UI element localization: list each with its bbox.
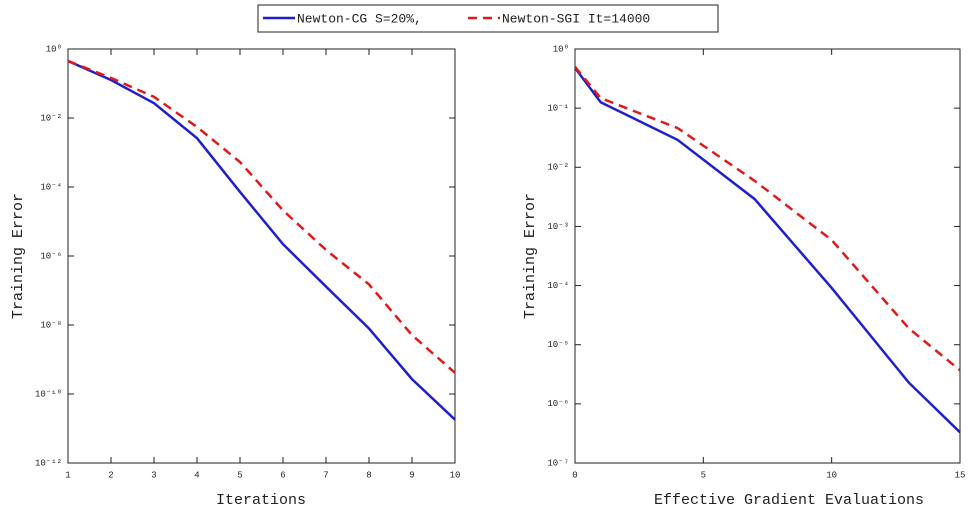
x-tick-label: 15 bbox=[955, 470, 966, 480]
x-tick-label: 5 bbox=[701, 470, 706, 480]
plot-frame bbox=[67, 48, 456, 464]
y-tick-label: 10⁻¹² bbox=[35, 458, 62, 468]
x-tick-label: 6 bbox=[280, 470, 285, 480]
series-line bbox=[67, 59, 456, 374]
x-tick-label: 0 bbox=[572, 470, 577, 480]
legend-label: Newton-CG S=20%, bbox=[297, 11, 422, 26]
y-tick-label: 10⁻⁵ bbox=[547, 340, 569, 350]
y-tick-label: 10⁻⁸ bbox=[40, 320, 62, 330]
plot-frame bbox=[574, 48, 961, 464]
legend-label: Newton-SGI It=14000 bbox=[502, 11, 650, 26]
series-line bbox=[67, 59, 456, 421]
y-tick-label: 10⁻² bbox=[40, 113, 62, 123]
x-tick-label: 10 bbox=[450, 470, 461, 480]
y-tick-label: 10⁻⁴ bbox=[547, 280, 569, 291]
y-tick-label: 10⁻⁶ bbox=[547, 399, 569, 409]
y-tick-label: 10⁰ bbox=[553, 44, 569, 54]
x-axis-label: Effective Gradient Evaluations bbox=[654, 492, 924, 509]
y-tick-label: 10⁻⁴ bbox=[40, 181, 62, 192]
y-tick-label: 10⁰ bbox=[46, 44, 62, 54]
y-tick-label: 10⁻¹⁰ bbox=[35, 389, 62, 399]
x-axis-label: Iterations bbox=[216, 492, 306, 509]
y-tick-label: 10⁻⁶ bbox=[40, 251, 62, 261]
x-tick-label: 1 bbox=[65, 470, 70, 480]
series-line bbox=[574, 66, 961, 372]
y-tick-label: 10⁻² bbox=[547, 163, 569, 173]
x-tick-label: 5 bbox=[237, 470, 242, 480]
x-tick-label: 4 bbox=[194, 470, 199, 480]
y-tick-label: 10⁻⁷ bbox=[547, 458, 569, 468]
x-tick-label: 8 bbox=[366, 470, 371, 480]
x-tick-label: 2 bbox=[108, 470, 113, 480]
x-tick-label: 3 bbox=[151, 470, 156, 480]
y-tick-label: 10⁻¹ bbox=[547, 104, 569, 114]
y-axis-label: Training Error bbox=[522, 193, 539, 319]
x-tick-label: 9 bbox=[409, 470, 414, 480]
series-line bbox=[573, 67, 961, 434]
x-tick-label: 7 bbox=[323, 470, 328, 480]
y-tick-label: 10⁻³ bbox=[547, 222, 569, 232]
y-axis-label: Training Error bbox=[10, 193, 27, 319]
x-tick-label: 10 bbox=[826, 470, 837, 480]
